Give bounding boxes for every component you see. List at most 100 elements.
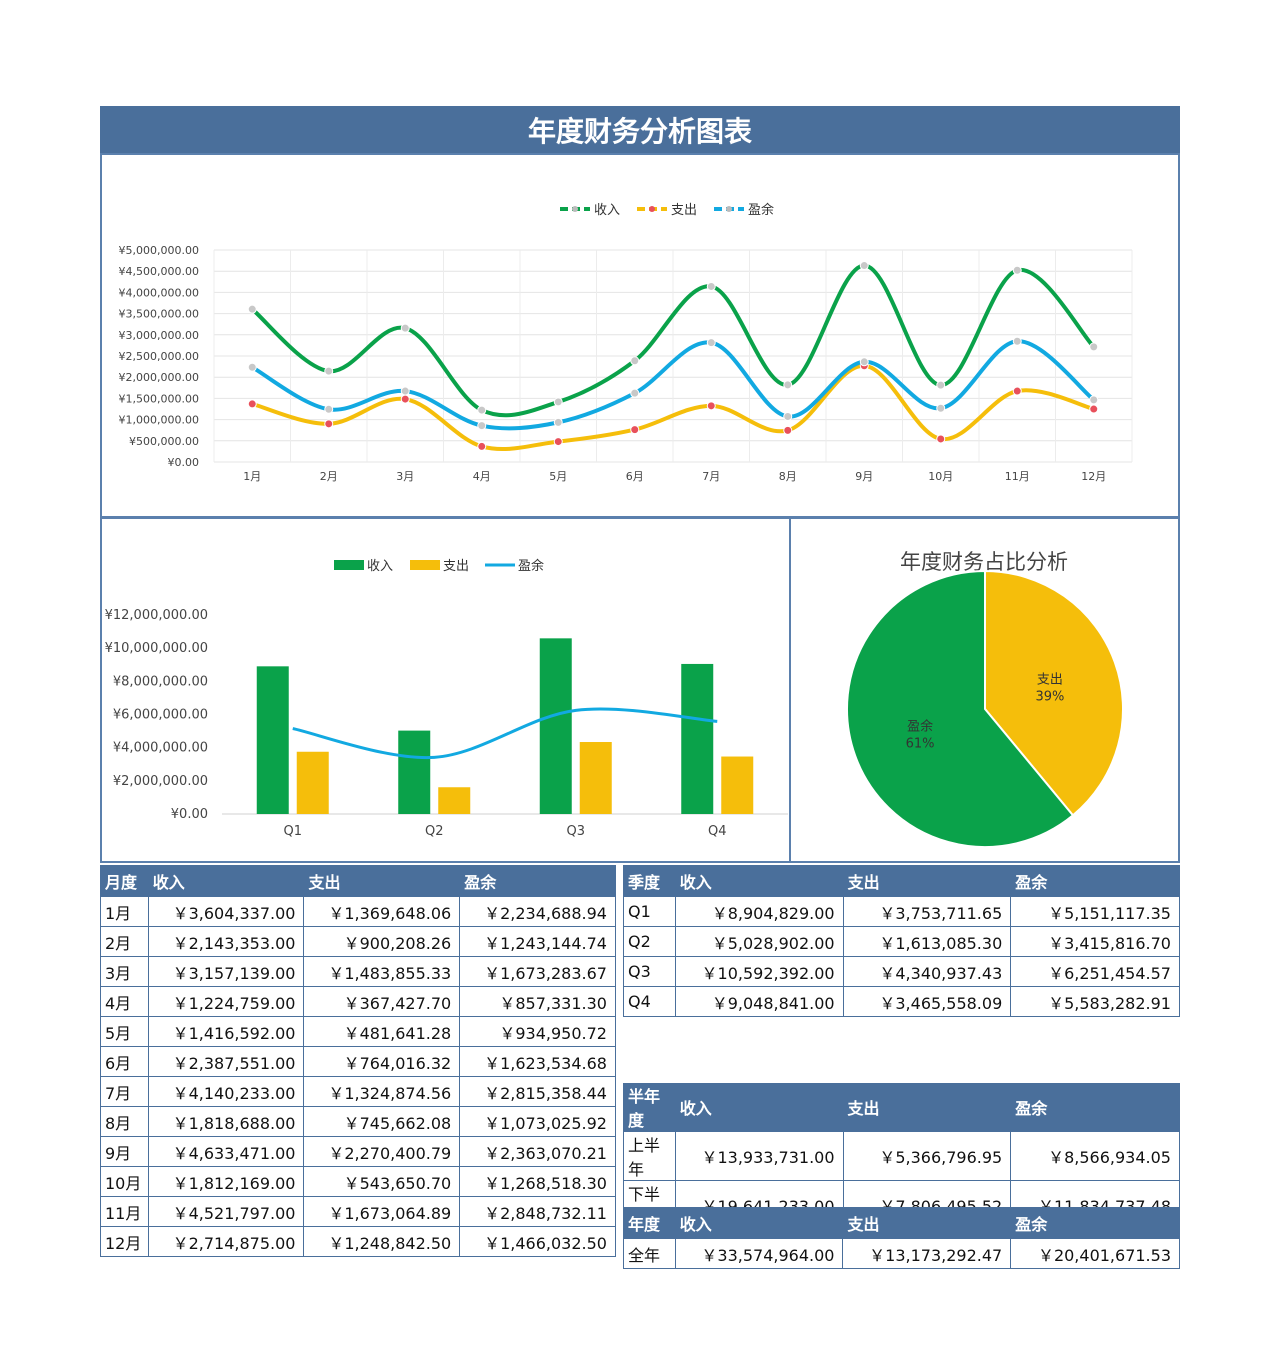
table-cell: ￥2,363,070.21 (459, 1136, 616, 1167)
y-tick-label: ¥1,500,000.00 (119, 392, 199, 405)
column-header: 收入 (674, 1083, 844, 1132)
half-year-table-header: 半年度 收入 支出 盈余 (623, 1083, 1180, 1132)
legend-item: 支出 (410, 559, 469, 574)
table-row: 11月 ￥4,521,797.00 ￥1,673,064.89 ￥2,848,732.… (100, 1196, 616, 1227)
row-label: Q4 (623, 986, 676, 1017)
table-cell: ￥4,140,233.00 (147, 1076, 305, 1107)
data-point (324, 404, 334, 414)
y-tick-label: ¥0.00 (168, 456, 200, 469)
data-point (400, 323, 410, 333)
data-point (706, 338, 716, 348)
table-cell: ￥1,613,085.30 (842, 926, 1012, 957)
data-point (324, 419, 334, 429)
table-cell: ￥2,815,358.44 (459, 1076, 616, 1107)
x-tick-label: 9月 (855, 470, 873, 483)
table-cell: ￥13,173,292.47 (842, 1238, 1012, 1269)
data-point (859, 261, 869, 271)
table-row: 10月 ￥1,812,169.00 ￥543,650.70 ￥1,268,518.30 (100, 1166, 616, 1197)
column-header: 年度 (623, 1207, 676, 1239)
y-tick-label: ¥3,000,000.00 (119, 329, 199, 342)
column-header: 收入 (674, 865, 844, 897)
table-cell: ￥9,048,841.00 (674, 986, 844, 1017)
data-point (936, 403, 946, 413)
income-bar (681, 663, 714, 814)
pie-chart-panel: 年度财务占比分析 支出 39% 盈余 61% (789, 517, 1180, 863)
table-row: 5月 ￥1,416,592.00 ￥481,641.28 ￥934,950.72 (100, 1016, 616, 1047)
table-cell: ￥764,016.32 (303, 1046, 461, 1077)
x-tick-label: 8月 (779, 470, 797, 483)
data-point (553, 437, 563, 447)
data-point (783, 380, 793, 390)
data-point (706, 281, 716, 291)
legend-item: 支出 (637, 203, 697, 218)
row-label: 10月 (100, 1166, 149, 1197)
monthly-line-chart: ¥0.00 ¥500,000.00 ¥1,000,000.00 ¥1,500,000.… (119, 202, 1133, 483)
x-tick-label: Q3 (566, 824, 585, 839)
table-cell: ￥1,416,592.00 (147, 1016, 305, 1047)
y-tick-label: ¥3,500,000.00 (119, 308, 199, 321)
data-point (247, 399, 257, 409)
table-cell: ￥1,224,759.00 (147, 986, 305, 1017)
table-cell: ￥1,812,169.00 (147, 1166, 305, 1197)
table-cell: ￥1,623,534.68 (459, 1046, 616, 1077)
table-cell: ￥1,673,064.89 (303, 1196, 461, 1227)
y-tick-label: ¥4,000,000.00 (119, 286, 199, 299)
table-cell: ￥2,143,353.00 (147, 926, 305, 957)
table-row: 6月 ￥2,387,551.00 ￥764,016.32 ￥1,623,534.68 (100, 1046, 616, 1077)
table-cell: ￥13,933,731.00 (674, 1131, 844, 1181)
y-tick-label: ¥4,500,000.00 (119, 265, 199, 278)
data-point (783, 425, 793, 435)
table-cell: ￥4,633,471.00 (147, 1136, 305, 1167)
x-tick-label: 10月 (928, 470, 953, 483)
column-header: 季度 (623, 865, 676, 897)
table-row: Q2 ￥5,028,902.00 ￥1,613,085.30 ￥3,415,816.7… (623, 926, 1180, 957)
x-tick-label: Q2 (425, 824, 444, 839)
data-point (1089, 342, 1099, 352)
table-row: 3月 ￥3,157,139.00 ￥1,483,855.33 ￥1,673,283.6… (100, 956, 616, 987)
table-cell: ￥543,650.70 (303, 1166, 461, 1197)
table-cell: ￥1,073,025.92 (459, 1106, 616, 1137)
data-point (247, 304, 257, 314)
table-row: 9月 ￥4,633,471.00 ￥2,270,400.79 ￥2,363,070.2… (100, 1136, 616, 1167)
table-row: 全年 ￥33,574,964.00 ￥13,173,292.47 ￥20,401,67… (623, 1238, 1180, 1269)
table-cell: ￥367,427.70 (303, 986, 461, 1017)
data-point (783, 412, 793, 422)
y-tick-label: ¥8,000,000.00 (113, 674, 208, 689)
data-point (553, 397, 563, 407)
row-label: 2月 (100, 926, 149, 957)
data-point (630, 425, 640, 435)
table-cell: ￥3,604,337.00 (147, 896, 305, 927)
data-point (706, 401, 716, 411)
year-table: 年度 收入 支出 盈余 全年 ￥33,574,964.00 ￥13,173,292.47 ￥… (623, 1207, 1180, 1269)
data-point (477, 441, 487, 451)
legend-label: 收入 (367, 559, 393, 574)
data-point (1012, 386, 1022, 396)
legend-label: 盈余 (518, 558, 544, 574)
table-cell: ￥481,641.28 (303, 1016, 461, 1047)
x-tick-label: Q4 (708, 824, 727, 839)
data-point (630, 356, 640, 366)
monthly-table: 月度 收入 支出 盈余 1月 ￥3,604,337.00 ￥1,369,648.06 ￥2,… (100, 865, 616, 1257)
column-header: 支出 (842, 1083, 1012, 1132)
expense-bar (438, 787, 471, 814)
data-point (247, 362, 257, 372)
y-tick-label: ¥4,000,000.00 (113, 741, 208, 756)
column-header: 收入 (674, 1207, 844, 1239)
column-header: 盈余 (1010, 1207, 1180, 1239)
table-cell: ￥4,521,797.00 (147, 1196, 305, 1227)
row-label: 1月 (100, 896, 149, 927)
table-row: Q4 ￥9,048,841.00 ￥3,465,558.09 ￥5,583,282.9… (623, 986, 1180, 1017)
table-cell: ￥2,270,400.79 (303, 1136, 461, 1167)
row-label: 3月 (100, 956, 149, 987)
quarter-table: 季度 收入 支出 盈余 Q1 ￥8,904,829.00 ￥3,753,711.65 ￥5,… (623, 865, 1180, 1017)
monthly-line-chart-panel: ¥0.00 ¥500,000.00 ¥1,000,000.00 ¥1,500,000.… (100, 153, 1180, 518)
legend-label: 盈余 (748, 202, 774, 218)
table-cell: ￥2,714,875.00 (147, 1226, 305, 1257)
legend-marker (572, 206, 578, 212)
legend-item: 盈余 (485, 558, 544, 574)
y-tick-label: ¥2,000,000.00 (119, 371, 199, 384)
data-point (630, 388, 640, 398)
table-cell: ￥5,583,282.91 (1010, 986, 1180, 1017)
x-tick-label: 1月 (243, 470, 261, 483)
